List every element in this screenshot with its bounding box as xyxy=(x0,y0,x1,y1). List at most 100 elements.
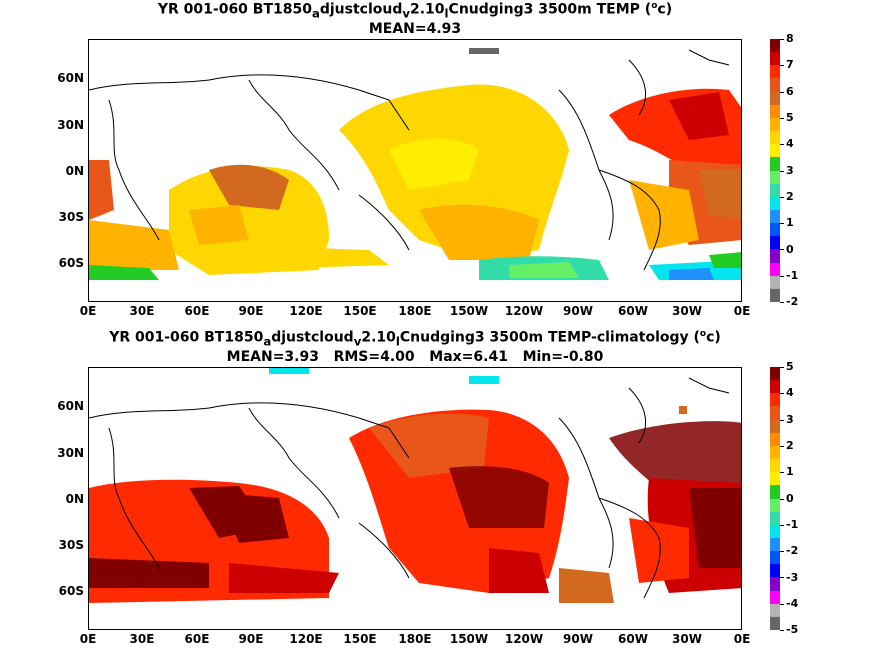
bottom-colorbar-label: -4 xyxy=(786,597,799,610)
bottom-lon-label: 90E xyxy=(238,632,264,646)
bottom-colorbar-label: 1 xyxy=(786,465,794,478)
colorbar-cell xyxy=(770,275,780,290)
bottom-lon-label: 60W xyxy=(618,632,648,646)
bottom-lat-label: 30N xyxy=(57,446,84,460)
colorbar-tick xyxy=(780,472,784,474)
top-colorbar-label: 1 xyxy=(786,216,794,229)
top-coastlines xyxy=(89,49,730,271)
top-colorbar-label: 6 xyxy=(786,85,794,98)
bottom-lon-label: 30W xyxy=(672,632,702,646)
colorbar-tick xyxy=(780,91,784,93)
top-colorbar-label: -1 xyxy=(786,269,799,282)
top-colorbar-label: 2 xyxy=(786,190,794,203)
colorbar-cell xyxy=(770,577,780,592)
colorbar-cell xyxy=(770,498,780,513)
colorbar-cell xyxy=(770,65,780,79)
colorbar-tick xyxy=(780,275,784,277)
bottom-colorbar-label: -5 xyxy=(786,623,799,636)
colorbar-tick xyxy=(780,445,784,447)
bottom-colorbar-label: 4 xyxy=(786,386,794,399)
colorbar-tick xyxy=(780,302,784,303)
bottom-lon-label: 120W xyxy=(504,632,544,646)
colorbar-cell xyxy=(770,524,780,539)
colorbar-tick xyxy=(780,144,784,146)
top-lat-label: 30N xyxy=(57,118,84,132)
top-lon-label: 90W xyxy=(563,304,593,318)
top-lon-label: 150E xyxy=(343,304,377,318)
bottom-lon-label: 150E xyxy=(343,632,377,646)
colorbar-tick xyxy=(780,249,784,251)
colorbar-cell xyxy=(770,537,780,552)
colorbar-tick xyxy=(780,65,784,67)
top-lon-label: 120E xyxy=(289,304,323,318)
bottom-colorbar xyxy=(770,367,780,631)
bottom-lat-label: 0N xyxy=(65,492,84,506)
top-colorbar-label: 4 xyxy=(786,137,794,150)
bottom-lon-label: 0E xyxy=(79,632,97,646)
bottom-title: YR 001-060 BT1850adjustcloudv2.10lCnudgi… xyxy=(109,329,721,349)
colorbar-cell xyxy=(770,472,780,486)
colorbar-cell xyxy=(770,209,780,224)
top-ocean-field xyxy=(89,48,741,280)
colorbar-tick xyxy=(780,117,784,119)
bottom-lat-label: 60N xyxy=(57,399,84,413)
colorbar-tick xyxy=(780,577,784,579)
colorbar-cell xyxy=(770,131,780,145)
top-lon-label: 30W xyxy=(672,304,702,318)
colorbar-cell xyxy=(770,262,780,277)
colorbar-cell xyxy=(770,52,780,66)
bottom-lon-label: 120E xyxy=(289,632,323,646)
bottom-coastlines xyxy=(89,377,730,599)
top-lon-label: 90E xyxy=(238,304,264,318)
colorbar-tick xyxy=(780,524,784,526)
top-lat-label: 30S xyxy=(58,210,84,224)
bottom-stats: MEAN=3.93 RMS=4.00 Max=6.41 Min=-0.80 xyxy=(226,349,604,365)
colorbar-tick xyxy=(780,551,784,553)
colorbar-tick xyxy=(780,196,784,198)
top-lon-label: 120W xyxy=(504,304,544,318)
colorbar-tick xyxy=(780,223,784,225)
top-lat-label: 60N xyxy=(57,71,84,85)
top-colorbar-label: 3 xyxy=(786,164,794,177)
bottom-ocean-field xyxy=(89,368,741,603)
colorbar-cell xyxy=(770,78,780,93)
colorbar-cell xyxy=(770,196,780,211)
top-colorbar-label: 0 xyxy=(786,243,794,256)
colorbar-cell xyxy=(770,144,780,158)
bottom-colorbar-label: 5 xyxy=(786,360,794,373)
colorbar-cell xyxy=(770,406,780,421)
top-lon-label: 0E xyxy=(733,304,751,318)
colorbar-cell xyxy=(770,117,780,132)
colorbar-cell xyxy=(770,223,780,237)
top-lon-label: 60E xyxy=(184,304,210,318)
bottom-colorbar-label: -3 xyxy=(786,571,799,584)
bottom-lon-label: 60E xyxy=(184,632,210,646)
colorbar-cell xyxy=(770,367,780,381)
colorbar-cell xyxy=(770,380,780,394)
colorbar-cell xyxy=(770,249,780,264)
bottom-colorbar-label: -1 xyxy=(786,518,799,531)
colorbar-cell xyxy=(770,551,780,565)
top-stats: MEAN=4.93 xyxy=(368,21,462,37)
colorbar-cell xyxy=(770,157,780,171)
colorbar-tick xyxy=(780,603,784,605)
bottom-lon-label: 180E xyxy=(398,632,432,646)
colorbar-tick xyxy=(780,39,784,40)
colorbar-cell xyxy=(770,485,780,499)
bottom-lon-label: 150W xyxy=(449,632,489,646)
bottom-colorbar-label: 2 xyxy=(786,439,794,452)
top-lon-label: 30E xyxy=(129,304,155,318)
top-colorbar-label: 7 xyxy=(786,58,794,71)
colorbar-tick xyxy=(780,170,784,172)
colorbar-cell xyxy=(770,91,780,106)
colorbar-cell xyxy=(770,39,780,53)
colorbar-tick xyxy=(780,367,784,368)
top-colorbar-label: 8 xyxy=(786,32,794,45)
top-lat-label: 0N xyxy=(65,164,84,178)
colorbar-cell xyxy=(770,616,780,631)
top-map xyxy=(88,39,742,302)
colorbar-cell xyxy=(770,590,780,605)
top-title: YR 001-060 BT1850adjustcloudv2.10lCnudgi… xyxy=(157,1,673,21)
colorbar-tick xyxy=(780,393,784,395)
colorbar-cell xyxy=(770,393,780,407)
